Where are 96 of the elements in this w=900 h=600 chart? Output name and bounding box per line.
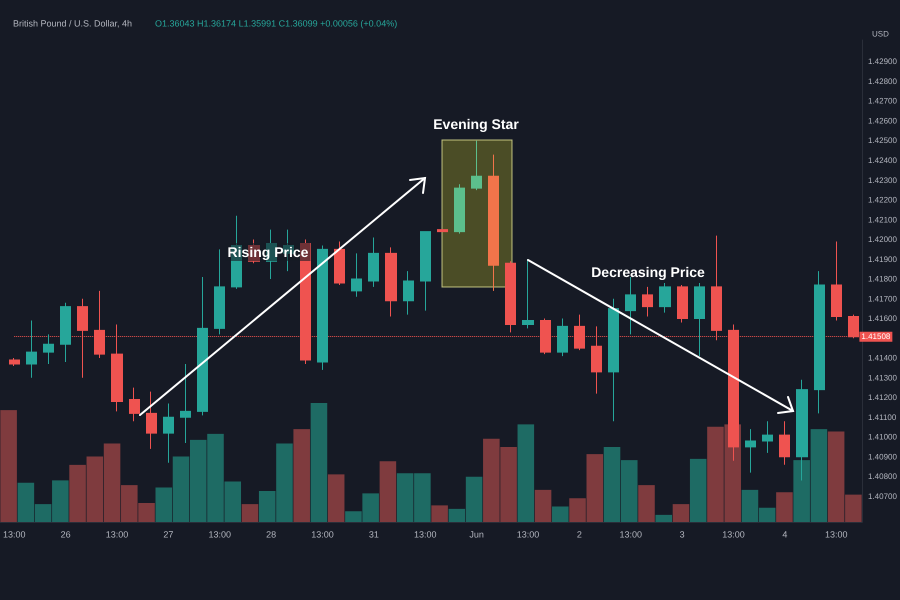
candlestick [557,318,568,357]
annotation: Evening Star [433,116,520,132]
candlestick [163,402,174,464]
bar [310,402,328,522]
candlestick [43,334,54,364]
candlestick [522,258,534,329]
x-tick-label: 13:00 [208,530,231,540]
x-tick-label: 13:00 [2,530,26,540]
y-tick-label: 1.42600 [868,116,898,126]
candlestick [180,363,191,444]
candlestick [214,248,225,335]
y-tick-label: 1.41800 [868,274,898,284]
candlestick [608,298,619,422]
y-tick-label: 1.42200 [868,196,898,205]
y-tick-label: 1.42800 [868,76,898,86]
x-tick-label: 28 [266,530,276,540]
candlestick [420,231,431,312]
y-tick-label: 1.41300 [868,373,898,382]
x-tick-label: 13:00 [825,530,848,540]
candlestick [471,140,482,191]
candlestick [745,428,756,474]
candlestick [762,420,773,454]
y-tick-label: 1.42100 [868,215,898,224]
bar [672,504,690,522]
y-tick-label: 1.41700 [868,294,898,304]
candlestick [317,244,328,370]
annotation: Decreasing Price [591,264,706,280]
y-tick-label: 1.40800 [868,472,898,482]
candlestick [368,237,379,288]
candlestick [796,379,808,482]
bar [776,492,793,522]
x-tick-label: 13:00 [722,530,745,540]
y-tick-label: 1.41400 [868,354,898,363]
y-tick-label: 1.41000 [868,432,898,442]
x-tick-label: 2 [576,530,582,540]
x-tick-label: 4 [782,530,788,540]
bar [552,506,569,522]
y-tick-label: 1.42500 [868,136,898,146]
candlestick [197,276,208,416]
candlestick [677,284,688,323]
candlestick [9,358,20,366]
y-tick-label: 1.41900 [868,254,898,264]
candlestick [26,320,37,378]
x-tick-label: 31 [368,530,379,540]
bar [328,474,344,522]
candlestick [505,260,516,333]
y-tick-label: 1.41100 [868,412,897,422]
x-tick-label: 13:00 [516,530,540,540]
candlestick [659,282,671,314]
bar [690,458,706,522]
y-axis-title: USD [872,30,890,38]
bar [638,485,655,522]
bar [534,490,552,522]
candlestick [642,286,653,318]
chart-title: British Pound / U.S. Dollar, 4h [13,18,132,28]
x-tick-label: 26 [60,530,71,540]
candlestick [129,387,140,422]
candlestick [146,391,157,450]
candlestick [334,240,345,286]
bar [380,461,396,522]
y-tick-label: 1.42300 [868,176,898,185]
y-tick-label: 1.41600 [868,314,898,324]
candlestick [60,302,71,362]
bar [242,504,258,522]
bar [431,505,448,522]
y-tick-label: 1.40700 [868,492,898,501]
x-tick-label: 13:00 [414,530,437,540]
x-tick-label: 13:00 [106,530,128,540]
chart-subtitle: O1.36043 H1.36174 L1.35991 C1.36099 +0.00056 (+0.04%) [155,18,398,28]
candlestick [488,154,499,292]
y-tick-label: 1.42700 [868,96,898,106]
y-tick-label: 1.40900 [868,452,898,462]
x-tick-label: 13:00 [311,530,334,540]
candlestick [437,229,448,232]
y-tick-label: 1.42400 [868,156,898,165]
x-tick-label: Jun [469,530,484,540]
candlestick [454,184,465,234]
x-tick-label: 3 [680,530,685,540]
candlestick [779,420,790,466]
candlestick [814,270,825,414]
bar [518,424,534,522]
candlestick [403,270,414,316]
y-tick-label: 1.42000 [868,235,898,244]
candlestick [831,240,842,322]
bar [655,514,672,522]
y-tick-label: 1.41200 [868,393,898,402]
candlestick [385,246,397,318]
x-tick-label: 13:00 [620,530,642,540]
x-tick-label: 27 [163,530,174,540]
bar [293,429,310,522]
candlestick [351,252,362,298]
ref-line-label: 1.41508 [861,332,891,342]
annotation: Rising Price [228,244,309,260]
candlestick [694,282,705,357]
bar [0,410,17,522]
y-tick-label: 1.42900 [868,57,898,66]
